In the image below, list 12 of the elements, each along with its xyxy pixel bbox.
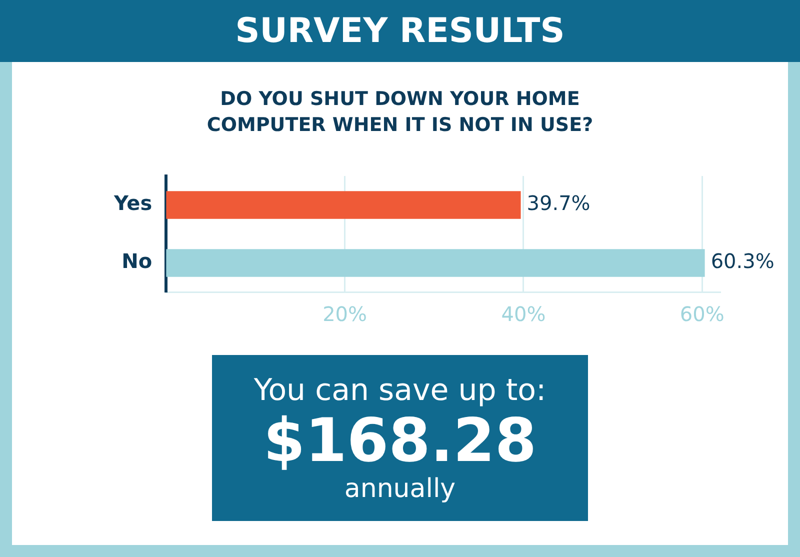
y-tick-label: Yes: [112, 191, 152, 216]
chart-title: SURVEY RESULTS: [235, 11, 565, 51]
y-tick-label: No: [122, 249, 152, 274]
text: You can save up to:: [254, 372, 546, 408]
text: annually: [344, 474, 456, 504]
text: $168.28: [263, 406, 537, 476]
data-label: 39.7%: [526, 191, 590, 216]
x-tick-label: 40%: [501, 302, 546, 326]
x-tick-label: 20%: [322, 302, 368, 326]
x-tick-label: 60%: [680, 302, 724, 326]
data-label: 60.3%: [710, 249, 774, 274]
chart-subtitle: DO YOU SHUT DOWN YOUR HOME COMPUTER WHEN IT IS NOT IN USE?: [206, 87, 594, 138]
